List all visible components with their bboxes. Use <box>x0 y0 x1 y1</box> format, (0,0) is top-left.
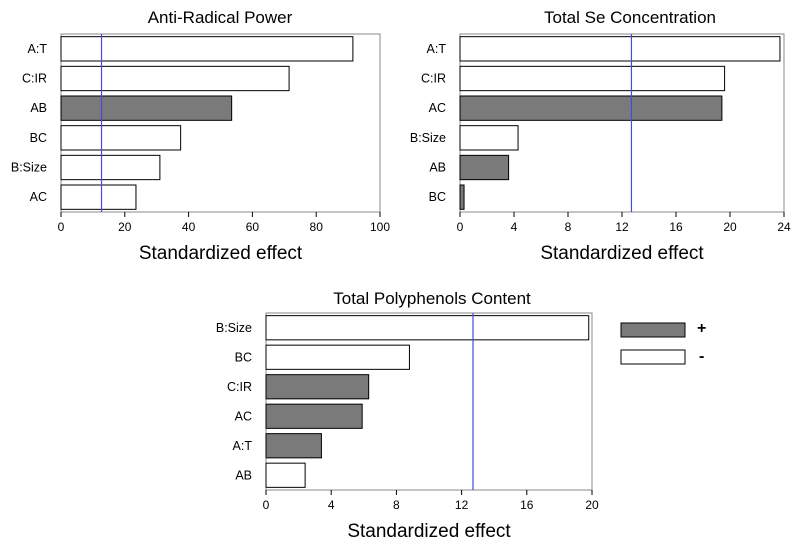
category-label: A:T <box>427 42 447 56</box>
chart-anti-radical-power: Anti-Radical Power A:T C:IR AB BC B:Size AC 0 20… <box>11 8 390 264</box>
legend-swatch-positive <box>620 322 686 338</box>
bar-c-ir <box>265 374 370 400</box>
x-tick-label: 20 <box>585 498 599 512</box>
x-tick-label: 8 <box>393 498 400 512</box>
category-label: AC <box>235 409 252 423</box>
x-tick-label: 80 <box>310 220 324 234</box>
x-tick-label: 16 <box>669 220 683 234</box>
category-label: B:Size <box>11 161 47 175</box>
bar-ac <box>60 184 137 210</box>
x-axis-title: Standardized effect <box>540 243 704 264</box>
chart-total-se-concentration: Total Se Concentration A:T C:IR AC B:Size AB B… <box>410 8 791 264</box>
bar-ab <box>265 462 306 488</box>
category-label: C:IR <box>421 72 446 86</box>
legend-label-negative: - <box>699 348 704 365</box>
category-label: AB <box>235 468 252 482</box>
x-axis-title: Standardized effect <box>347 521 511 542</box>
x-tick-label: 8 <box>565 220 572 234</box>
category-label: AC <box>429 101 446 115</box>
category-label: A:T <box>28 42 48 56</box>
x-tick-label: 0 <box>58 220 65 234</box>
category-label: C:IR <box>22 72 47 86</box>
bar-b-size <box>265 315 590 341</box>
x-tick-label: 40 <box>182 220 196 234</box>
category-label: BC <box>30 131 47 145</box>
x-tick-label: 0 <box>263 498 270 512</box>
chart-title: Total Se Concentration <box>544 8 716 27</box>
bar-ab <box>459 154 510 181</box>
category-label: AB <box>30 101 47 115</box>
legend: + - <box>620 320 706 365</box>
bar-a-t <box>459 36 781 62</box>
x-tick-label: 24 <box>777 220 791 234</box>
bar-b-size <box>459 125 519 151</box>
bar-a-t <box>265 433 322 459</box>
x-tick-label: 20 <box>723 220 737 234</box>
legend-swatch-negative <box>620 349 686 365</box>
x-tick-label: 4 <box>328 498 335 512</box>
plot-frame <box>60 33 381 213</box>
bar-c-ir <box>60 65 290 92</box>
chart-total-polyphenols-content: Total Polyphenols Content B:Size BC C:IR AC A… <box>216 289 599 542</box>
bar-bc <box>60 125 182 151</box>
bar-bc <box>459 184 465 210</box>
bar-b-size <box>60 154 161 181</box>
x-tick-label: 100 <box>370 220 390 234</box>
bar-ac <box>459 95 723 121</box>
x-tick-label: 4 <box>511 220 518 234</box>
chart-title: Anti-Radical Power <box>148 8 293 27</box>
x-tick-label: 16 <box>520 498 534 512</box>
legend-label-positive: + <box>697 320 706 337</box>
bar-ac <box>265 403 363 429</box>
category-label: AC <box>30 190 47 204</box>
category-label: BC <box>429 190 446 204</box>
chart-title: Total Polyphenols Content <box>333 289 531 308</box>
category-label: B:Size <box>216 321 252 335</box>
category-label: A:T <box>233 439 253 453</box>
plot-frame <box>265 312 593 491</box>
bar-a-t <box>60 36 354 62</box>
bar-c-ir <box>459 65 726 92</box>
x-tick-label: 20 <box>118 220 132 234</box>
category-label: C:IR <box>227 380 252 394</box>
x-tick-label: 60 <box>246 220 260 234</box>
category-label: B:Size <box>410 131 446 145</box>
category-label: BC <box>235 350 252 364</box>
bar-ab <box>60 95 233 121</box>
x-tick-label: 12 <box>615 220 629 234</box>
x-axis-title: Standardized effect <box>139 243 303 264</box>
bar-bc <box>265 344 410 370</box>
x-tick-label: 0 <box>457 220 464 234</box>
x-tick-label: 12 <box>455 498 469 512</box>
category-label: AB <box>429 161 446 175</box>
